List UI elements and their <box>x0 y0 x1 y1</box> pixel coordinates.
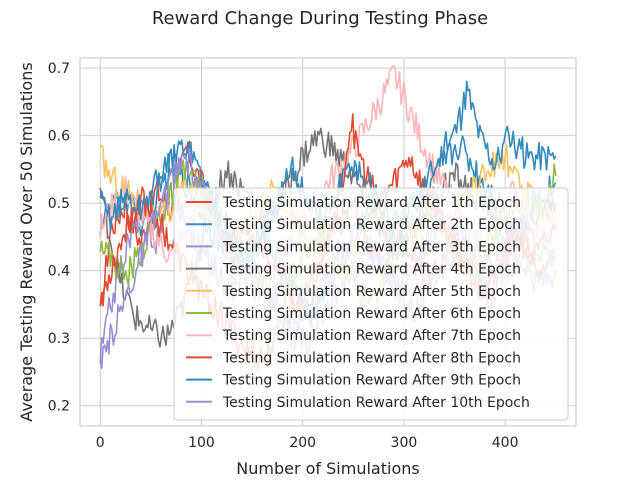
legend-entry-7: Testing Simulation Reward After 7th Epoc… <box>222 328 521 344</box>
y-axis-ticks: 0.2 0.3 0.4 0.5 0.6 0.7 <box>48 61 70 415</box>
y-tick-label: 0.7 <box>48 61 70 77</box>
legend-entry-10: Testing Simulation Reward After 10th Epo… <box>222 395 530 411</box>
x-axis-ticks: 0 100 200 300 400 <box>96 435 519 451</box>
legend-entry-1: Testing Simulation Reward After 1th Epoc… <box>222 195 521 211</box>
x-tick-label: 300 <box>391 435 418 451</box>
legend-entry-5: Testing Simulation Reward After 5th Epoc… <box>222 284 521 300</box>
x-tick-label: 0 <box>96 435 105 451</box>
legend-entry-3: Testing Simulation Reward After 3th Epoc… <box>222 239 521 255</box>
legend-box <box>173 187 569 421</box>
y-tick-label: 0.4 <box>48 264 70 280</box>
legend: Testing Simulation Reward After 1th Epoc… <box>173 187 569 421</box>
x-axis-label: Number of Simulations <box>236 459 419 478</box>
x-tick-label: 200 <box>289 435 316 451</box>
legend-entry-6: Testing Simulation Reward After 6th Epoc… <box>222 306 521 322</box>
y-axis-label: Average Testing Reward Over 50 Simulatio… <box>17 62 36 421</box>
legend-entry-9: Testing Simulation Reward After 9th Epoc… <box>222 373 521 389</box>
chart-title: Reward Change During Testing Phase <box>152 8 488 29</box>
x-tick-label: 100 <box>188 435 215 451</box>
y-tick-label: 0.6 <box>48 129 70 145</box>
plot-frame <box>79 57 577 427</box>
legend-entry-2: Testing Simulation Reward After 2th Epoc… <box>222 217 521 233</box>
legend-entry-8: Testing Simulation Reward After 8th Epoc… <box>222 350 521 366</box>
x-tick-label: 400 <box>492 435 519 451</box>
y-tick-label: 0.3 <box>48 331 70 347</box>
y-tick-label: 0.5 <box>48 196 70 212</box>
legend-entry-4: Testing Simulation Reward After 4th Epoc… <box>222 262 521 278</box>
y-tick-label: 0.2 <box>48 399 70 415</box>
